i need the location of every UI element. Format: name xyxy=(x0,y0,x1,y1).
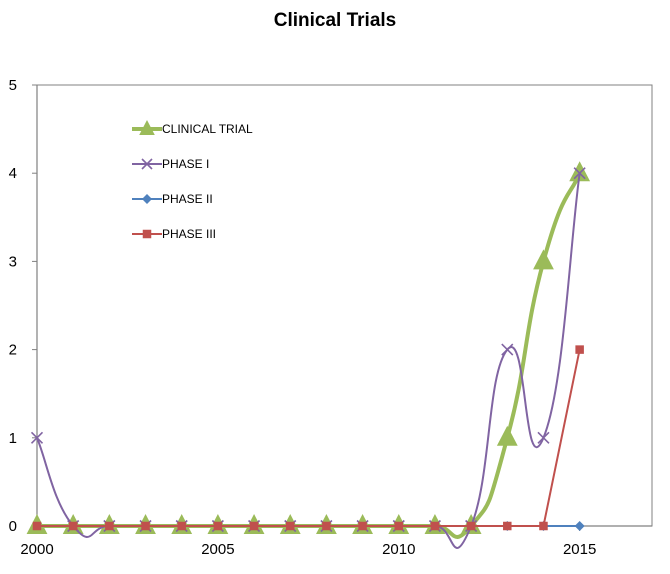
y-tick-label: 1 xyxy=(9,430,17,447)
data-point-phase-iii xyxy=(285,521,295,531)
data-point-clinical-trial xyxy=(496,425,518,446)
series-group xyxy=(26,161,591,549)
legend-marker-phase-ii xyxy=(142,194,152,204)
marker-x-stroke xyxy=(141,158,153,170)
legend-label-clinical-trial: CLINICAL TRIAL xyxy=(162,122,253,136)
legend-label-phase-ii: PHASE II xyxy=(162,192,213,206)
data-point-phase-iii xyxy=(503,521,512,531)
legend-label-phase-iii: PHASE III xyxy=(162,227,216,241)
legend-item-phase-i: PHASE I xyxy=(132,157,209,171)
axes: 0 1 2 3 4 5 2000 2005 2010 2015 xyxy=(9,77,653,558)
x-tick-label: 2005 xyxy=(201,541,234,558)
data-point-phase-i xyxy=(501,343,514,356)
legend-item-clinical-trial: CLINICAL TRIAL xyxy=(132,120,253,136)
data-point-phase-iii xyxy=(394,521,404,531)
legend-item-phase-ii: PHASE II xyxy=(132,192,213,206)
chart-title: Clinical Trials xyxy=(273,10,397,31)
x-tick-label: 2015 xyxy=(563,541,596,558)
plot-area-border xyxy=(36,84,653,527)
x-tick-label: 2000 xyxy=(20,541,53,558)
y-tick-label: 5 xyxy=(9,77,17,94)
series-line-clinical-trial xyxy=(37,172,582,539)
data-point-phase-iii xyxy=(466,521,476,531)
legend-marker-clinical-trial xyxy=(139,120,155,135)
data-point-clinical-trial xyxy=(569,161,591,182)
legend-marker-phase-iii xyxy=(142,229,152,239)
marker-x-stroke xyxy=(537,431,550,444)
y-tick-label: 3 xyxy=(9,253,17,270)
data-point-phase-iii xyxy=(322,521,331,531)
y-tick-label: 0 xyxy=(9,518,17,535)
data-point-phase-i xyxy=(537,431,550,444)
series-phase-iii xyxy=(32,345,584,531)
marker-x-stroke xyxy=(573,167,586,180)
legend-label-phase-i: PHASE I xyxy=(162,157,209,171)
series-phase-i xyxy=(30,167,586,549)
data-point-phase-i xyxy=(573,167,586,180)
data-point-phase-iii xyxy=(177,521,186,531)
data-point-phase-ii xyxy=(574,521,585,531)
data-point-phase-iii xyxy=(575,345,584,354)
series-line-phase-iii xyxy=(37,349,581,527)
data-point-phase-i xyxy=(30,431,44,444)
legend-item-phase-iii: PHASE III xyxy=(132,227,216,241)
y-tick-label: 4 xyxy=(9,165,17,182)
data-point-phase-iii xyxy=(68,521,78,531)
data-point-phase-iii xyxy=(141,521,150,531)
data-point-phase-iii xyxy=(430,521,440,531)
data-point-phase-iii xyxy=(358,521,367,531)
series-line-phase-i xyxy=(36,173,581,549)
data-point-clinical-trial xyxy=(533,249,554,270)
data-point-phase-iii xyxy=(105,521,114,531)
data-point-phase-iii xyxy=(213,521,223,531)
data-point-phase-iii xyxy=(249,521,259,531)
legend: CLINICAL TRIAL PHASE I PHASE II PHASE III xyxy=(132,120,253,241)
marker-x-stroke xyxy=(30,431,44,444)
legend-marker-phase-i xyxy=(141,158,153,170)
data-point-phase-iii xyxy=(32,521,42,531)
marker-x-stroke xyxy=(501,343,514,356)
data-point-phase-iii xyxy=(539,521,548,531)
x-tick-label: 2010 xyxy=(382,541,415,558)
series-clinical-trial xyxy=(26,161,591,539)
y-tick-label: 2 xyxy=(9,342,17,359)
